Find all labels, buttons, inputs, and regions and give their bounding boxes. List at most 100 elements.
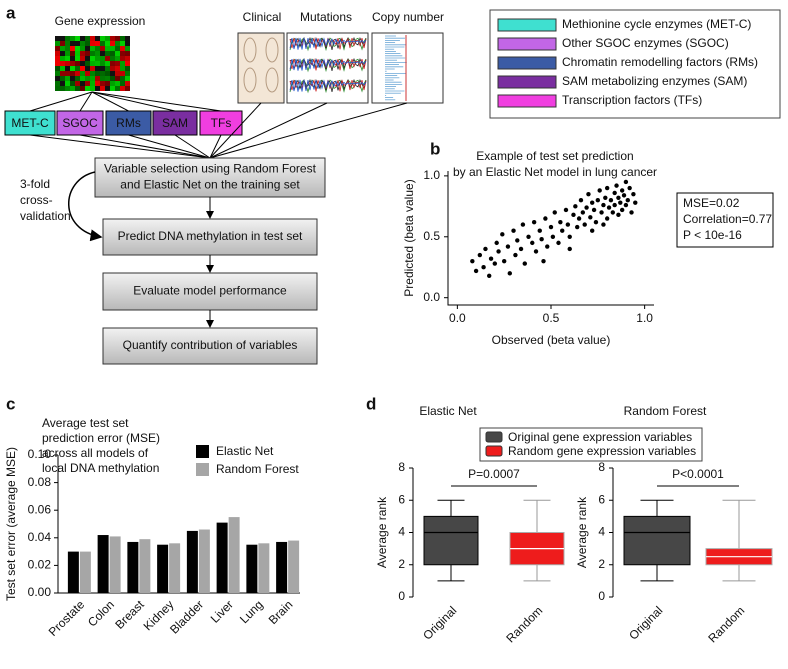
legend-swatch: [497, 37, 557, 51]
point: [513, 252, 518, 258]
point: [627, 185, 632, 191]
copy-number-image: [371, 32, 444, 104]
step-box: [102, 218, 318, 256]
heatmap-cell: [70, 51, 75, 56]
chart-title: by an Elastic Net model in lung cancer: [453, 165, 657, 179]
point: [552, 210, 557, 215]
annotation-box: [676, 192, 774, 248]
heatmap-cell: [125, 76, 130, 81]
heatmap-cell: [70, 81, 75, 86]
heatmap-cell: [95, 51, 100, 56]
heatmap-cell: [75, 71, 80, 76]
heatmap-cell: [85, 81, 90, 86]
heatmap-cell: [90, 56, 95, 61]
point: [612, 202, 617, 208]
heatmap-cell: [70, 86, 75, 91]
heatmap-cell: [90, 36, 95, 41]
y-tick-label: 0.10: [28, 447, 52, 461]
legend-text: Elastic Net: [216, 444, 274, 458]
heatmap-cell: [100, 71, 105, 76]
heatmap-cell: [100, 66, 105, 71]
heatmap-cell: [110, 36, 115, 41]
p-value: P<0.0001: [672, 467, 724, 481]
heatmap-cell: [115, 86, 120, 91]
source-label: Gene expression: [55, 14, 146, 28]
heatmap-cell: [125, 46, 130, 51]
heatmap-cell: [90, 81, 95, 86]
bar: [169, 543, 181, 593]
connector: [209, 134, 222, 159]
y-tick-label: 0.0: [423, 290, 440, 304]
heatmap-cell: [65, 46, 70, 51]
gene-set-label: SGOC: [62, 116, 98, 130]
annotation: MSE=0.02: [683, 196, 740, 210]
bar: [97, 535, 109, 593]
connector: [29, 134, 211, 159]
source-label: Mutations: [300, 10, 352, 24]
bar: [79, 551, 91, 593]
heatmap-cell: [125, 51, 130, 56]
point: [496, 249, 501, 254]
heatmap-cell: [125, 71, 130, 76]
point: [578, 198, 584, 203]
heatmap-cell: [125, 61, 130, 66]
point: [612, 190, 617, 196]
heatmap-cell: [55, 81, 60, 86]
chart-title: Example of test set prediction: [476, 149, 633, 163]
x-tick-label: Original: [420, 603, 459, 642]
heatmap-cell: [80, 36, 85, 41]
point: [603, 195, 608, 200]
heatmap-cell: [120, 56, 125, 61]
y-tick-label: 0.00: [28, 585, 52, 599]
heatmap-cell: [65, 51, 70, 56]
heatmap-cell: [95, 66, 100, 71]
point: [560, 228, 565, 233]
point: [530, 240, 535, 246]
bar: [276, 541, 288, 593]
legend-text: Transcription factors (TFs): [562, 93, 702, 107]
heatmap-cell: [75, 46, 80, 51]
connector: [91, 91, 129, 112]
heatmap-cell: [105, 36, 110, 41]
heatmap-cell: [55, 51, 60, 56]
point: [595, 198, 601, 203]
heatmap-cell: [80, 41, 85, 46]
heatmap-cell: [85, 86, 90, 91]
y-tick-label: 2: [598, 557, 605, 571]
point: [567, 234, 572, 239]
point: [590, 228, 595, 233]
point: [501, 258, 507, 264]
heatmap-cell: [85, 51, 90, 56]
heatmap-cell: [60, 51, 65, 56]
heatmap-cell: [60, 86, 65, 91]
heatmap-cell: [105, 71, 110, 76]
heatmap-cell: [55, 86, 60, 91]
point: [604, 185, 610, 191]
heatmap-cell: [55, 71, 60, 76]
x-axis-label: Observed (beta value): [492, 333, 611, 347]
heatmap-cell: [55, 61, 60, 66]
bar: [157, 544, 169, 593]
x-tick-label: Random: [705, 603, 747, 645]
y-axis-label: Test set error (average MSE): [4, 447, 18, 601]
point: [576, 216, 582, 221]
heatmap-cell: [75, 86, 80, 91]
heatmap-cell: [100, 61, 105, 66]
point: [616, 195, 621, 200]
y-tick-label: 4: [398, 525, 405, 539]
heatmap-cell: [60, 36, 65, 41]
heatmap-cell: [60, 71, 65, 76]
point: [604, 216, 610, 221]
cv-arrow: [68, 171, 103, 242]
point: [487, 273, 492, 278]
heatmap-cell: [110, 86, 115, 91]
x-tick-label: 0.0: [449, 311, 466, 325]
point: [565, 222, 571, 227]
heatmap-cell: [115, 61, 120, 66]
heatmap-cell: [115, 46, 120, 51]
heatmap-cell: [100, 76, 105, 81]
point: [543, 216, 548, 221]
point: [481, 265, 486, 270]
p-value: P=0.0007: [468, 467, 520, 481]
